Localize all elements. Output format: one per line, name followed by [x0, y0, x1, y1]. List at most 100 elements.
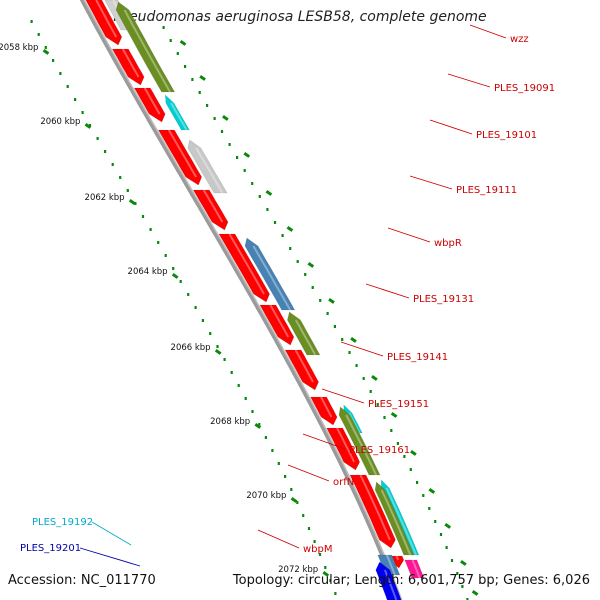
ruler-dot — [126, 189, 129, 192]
ruler-dot-outer — [281, 234, 284, 237]
gene-forward-red[interactable] — [326, 427, 361, 471]
ruler-tick-label: 2064 kbp — [128, 267, 168, 277]
ruler-dot — [81, 111, 84, 114]
ruler-dot — [59, 72, 62, 75]
gene-pink[interactable] — [404, 559, 425, 579]
ruler-tick-major — [290, 496, 298, 503]
outer-tick — [471, 589, 479, 596]
ruler-dot — [134, 202, 137, 205]
gene-label: PLES_19131 — [413, 294, 474, 305]
ruler-dot — [318, 553, 322, 556]
gene-forward-red[interactable] — [284, 349, 319, 391]
gene-olive[interactable] — [115, 1, 176, 93]
ruler-dot-outer — [236, 156, 239, 159]
ruler-dot-outer — [416, 481, 419, 484]
label-connector — [429, 119, 473, 135]
ruler-dot-outer — [176, 52, 179, 55]
gene-forward-red[interactable] — [259, 304, 295, 346]
gene-steel-shine — [252, 245, 292, 311]
ruler-dot-outer — [341, 338, 344, 341]
ruler-tick-label: 2060 kbp — [40, 117, 80, 127]
ruler-dot-outer — [422, 494, 425, 497]
gene-cyan-shine — [385, 487, 417, 556]
gene-labels: wzz PLES_19091 PLES_19101 PLES_19111 wbpR PLE… — [20, 24, 555, 567]
ruler-dot — [244, 397, 247, 400]
ruler-dot-outer — [450, 559, 454, 562]
ruler-dot — [66, 85, 69, 88]
ruler-dot-outer — [396, 442, 399, 445]
gene-steel[interactable] — [244, 237, 296, 311]
gene-forward-red[interactable] — [111, 48, 145, 86]
ruler-dot-outer — [289, 247, 292, 250]
label-connector — [469, 24, 507, 39]
gene-blue[interactable] — [375, 561, 402, 600]
ruler-dot — [223, 358, 226, 361]
ruler-dot-outer — [162, 26, 165, 29]
backbone-arc-highlight — [83, 0, 403, 600]
gene-forward-red-shine — [95, 0, 118, 38]
outer-tick — [410, 449, 417, 456]
gene-olive[interactable] — [374, 481, 415, 556]
ruler-dot — [251, 410, 254, 413]
ruler-dot-outer — [198, 91, 201, 94]
outer-tick — [390, 412, 398, 418]
gene-forward-red-shine — [359, 474, 391, 541]
gene-forward-red[interactable] — [133, 87, 166, 123]
ruler-dot-outer — [362, 377, 365, 380]
label-connector — [321, 388, 365, 404]
gene-label: PLES_19151 — [368, 399, 429, 410]
gene-steel-left[interactable] — [377, 554, 401, 576]
gene-label: PLES_19141 — [387, 352, 448, 363]
gene-steel-left-shine — [385, 554, 396, 576]
outer-tick — [371, 375, 378, 381]
gene-forward-red-shine — [202, 189, 224, 223]
outer-tick — [460, 559, 467, 566]
ruler-dot-outer — [428, 507, 431, 510]
gene-olive[interactable] — [338, 406, 381, 476]
ruler-tick-label: 2072 kbp — [278, 565, 318, 575]
accession-text: Accession: NC_011770 — [8, 573, 156, 588]
ruler-dot-outer — [296, 260, 299, 263]
ruler-dot — [74, 98, 77, 101]
ruler-dot-outer — [390, 429, 393, 432]
gene-forward-red[interactable] — [192, 189, 229, 231]
gene-forward-red[interactable] — [310, 396, 338, 426]
gene-label: PLES_19192 — [32, 517, 93, 528]
gene-forward-red[interactable] — [349, 474, 396, 549]
gene-forward-red[interactable] — [157, 129, 203, 186]
ruler-dot-outer — [206, 104, 209, 107]
gene-label: PLES_19111 — [456, 185, 517, 196]
label-connector — [257, 529, 300, 549]
ruler-dot-outer — [466, 598, 469, 600]
gene-features[interactable] — [85, 0, 425, 600]
ruler-dot — [172, 267, 175, 270]
ruler-dot — [194, 306, 197, 309]
ruler-dot-outer — [258, 195, 261, 198]
outer-tick — [328, 297, 335, 304]
ruler-dot — [307, 527, 311, 530]
gene-grey[interactable] — [187, 139, 228, 194]
gene-label: PLES_19091 — [494, 83, 555, 94]
ruler-dot-outer — [228, 143, 231, 146]
ruler-dot — [329, 579, 332, 582]
gene-forward-red[interactable] — [218, 233, 270, 303]
ruler-dot-outer — [326, 312, 329, 315]
gene-forward-red-shine — [395, 555, 400, 561]
ruler-dot — [111, 163, 114, 166]
ruler-dot-outer — [191, 78, 194, 81]
gene-cyan[interactable] — [164, 94, 190, 131]
ruler-dot-outer — [409, 468, 412, 471]
ruler-tick-major — [128, 199, 136, 205]
gene-forward-red[interactable] — [85, 0, 123, 46]
gene-olive[interactable] — [287, 311, 321, 356]
ruler-tick-major — [84, 123, 92, 129]
gene-forward-red-shine — [294, 349, 314, 383]
backbone-arc — [79, 0, 402, 600]
ruler-dot — [88, 124, 92, 127]
label-connector — [365, 283, 410, 299]
outer-tick — [307, 261, 315, 268]
label-connector — [340, 341, 384, 357]
ruler-dot-outer — [319, 299, 322, 302]
ruler-dot-outer — [243, 169, 246, 172]
